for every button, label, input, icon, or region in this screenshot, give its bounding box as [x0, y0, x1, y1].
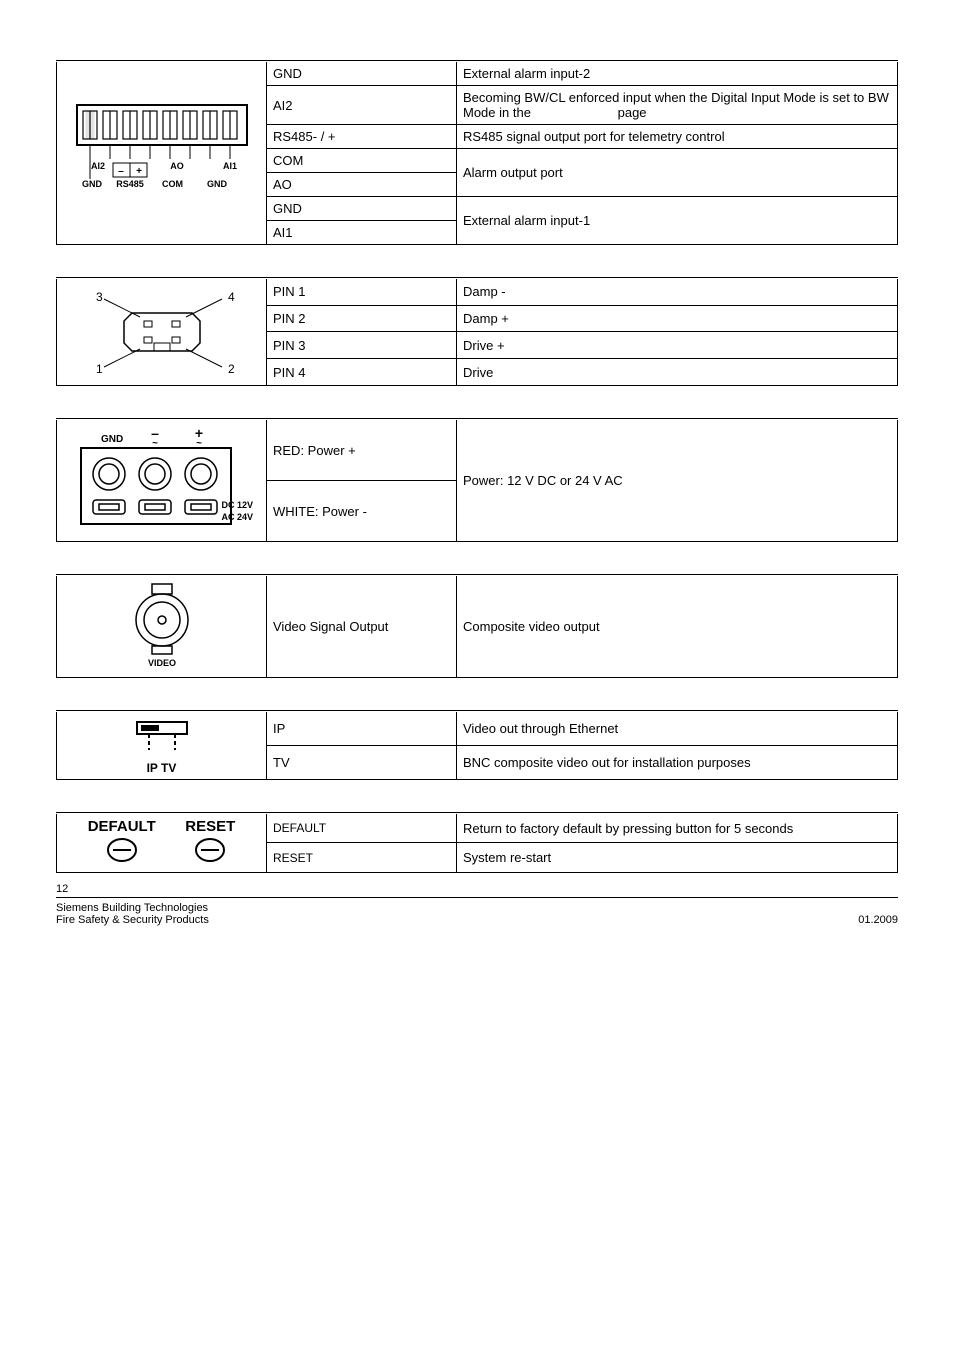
- pin-desc: Return to factory default by pressing bu…: [457, 814, 898, 843]
- ip-tv-caption: IP TV: [63, 761, 260, 775]
- svg-text:AI2: AI2: [90, 161, 104, 171]
- page-footer: 12 Siemens Building Technologies Fire Sa…: [56, 883, 898, 926]
- terminal-block-diagram: – + AI2 AO AI1 GND RS485 COM GND: [67, 87, 257, 217]
- pin-label: TV: [267, 745, 457, 779]
- terminal-diagram-cell: – + AI2 AO AI1 GND RS485 COM GND: [57, 62, 267, 245]
- pin-label: AI1: [267, 221, 457, 245]
- pin-desc: Composite video output: [457, 576, 898, 678]
- four-pin-connector-diagram: 3 4 1 2: [72, 283, 252, 378]
- default-button-icon: [105, 835, 139, 865]
- default-reset-table: DEFAULT RESET DEFAULT Return to factory …: [56, 814, 898, 873]
- pin-label: RED: Power +: [267, 420, 457, 481]
- pin-desc: Alarm output port: [457, 149, 898, 197]
- pin-desc: External alarm input-2: [457, 62, 898, 86]
- pin-label: PIN 2: [267, 305, 457, 332]
- pin-label: AI2: [267, 86, 457, 125]
- bnc-video-diagram: VIDEO: [112, 580, 212, 670]
- svg-text:2: 2: [228, 362, 235, 376]
- pin-desc: RS485 signal output port for telemetry c…: [457, 125, 898, 149]
- default-reset-diagram-cell: DEFAULT RESET: [57, 814, 267, 873]
- pin-label: IP: [267, 712, 457, 745]
- pin-desc: Becoming BW/CL enforced input when the D…: [457, 86, 898, 125]
- svg-text:AI1: AI1: [222, 161, 236, 171]
- svg-text:~: ~: [152, 438, 158, 449]
- svg-text:DC 12V: DC 12V: [221, 500, 253, 510]
- pin-desc: Video out through Ethernet: [457, 712, 898, 745]
- pin-label: PIN 3: [267, 332, 457, 359]
- reset-label: RESET: [185, 818, 235, 835]
- pin-label: Video Signal Output: [267, 576, 457, 678]
- pin-desc: Damp +: [457, 305, 898, 332]
- svg-text:GND: GND: [207, 179, 228, 189]
- svg-text:AC 24V: AC 24V: [221, 512, 253, 522]
- power-diagram-cell: GND – ~ + ~ DC 12V AC 24V: [57, 420, 267, 542]
- reset-button-icon: [193, 835, 227, 865]
- pin-label: PIN 4: [267, 359, 457, 386]
- footer-company: Siemens Building Technologies: [56, 902, 208, 914]
- pin-label: PIN 1: [267, 279, 457, 305]
- pin-desc: Power: 12 V DC or 24 V AC: [457, 420, 898, 542]
- ip-tv-diagram-cell: IP TV: [57, 712, 267, 780]
- page-number: 12: [56, 883, 898, 895]
- ip-tv-switch-table: IP TV IP Video out through Ethernet TV B…: [56, 712, 898, 780]
- pin-desc: Damp -: [457, 279, 898, 305]
- video-diagram-cell: VIDEO: [57, 576, 267, 678]
- pin-label: WHITE: Power -: [267, 481, 457, 542]
- footer-date: 01.2009: [858, 914, 898, 926]
- svg-text:4: 4: [228, 290, 235, 304]
- pin-label: GND: [267, 62, 457, 86]
- svg-text:+: +: [136, 166, 142, 177]
- svg-text:VIDEO: VIDEO: [147, 658, 175, 668]
- default-label: DEFAULT: [88, 818, 156, 835]
- svg-text:3: 3: [96, 290, 103, 304]
- connector-diagram-cell: 3 4 1 2: [57, 279, 267, 386]
- terminal-block-table: – + AI2 AO AI1 GND RS485 COM GND GND Ext…: [56, 62, 898, 245]
- power-table: GND – ~ + ~ DC 12V AC 24V: [56, 420, 898, 542]
- footer-division: Fire Safety & Security Products: [56, 914, 209, 926]
- power-terminal-diagram: GND – ~ + ~ DC 12V AC 24V: [67, 424, 257, 534]
- pin-desc: External alarm input-1: [457, 197, 898, 245]
- svg-text:1: 1: [96, 362, 103, 376]
- pin-label: COM: [267, 149, 457, 173]
- pin-label: GND: [267, 197, 457, 221]
- pin-desc: Drive: [457, 359, 898, 386]
- video-output-table: VIDEO Video Signal Output Composite vide…: [56, 576, 898, 678]
- svg-text:RS485: RS485: [116, 179, 144, 189]
- svg-text:GND: GND: [101, 434, 123, 445]
- pin-desc: Drive +: [457, 332, 898, 359]
- pin-label: DEFAULT: [267, 814, 457, 843]
- connector-pin-table: 3 4 1 2 PIN 1 Damp - PIN 2Damp + PIN 3Dr…: [56, 279, 898, 386]
- pin-desc: BNC composite video out for installation…: [457, 745, 898, 779]
- svg-text:AO: AO: [170, 161, 184, 171]
- pin-label: AO: [267, 173, 457, 197]
- svg-text:GND: GND: [82, 179, 103, 189]
- pin-label: RESET: [267, 843, 457, 873]
- svg-text:~: ~: [196, 438, 202, 449]
- pin-label: RS485- / +: [267, 125, 457, 149]
- svg-text:–: –: [118, 166, 124, 177]
- svg-text:COM: COM: [162, 179, 183, 189]
- pin-desc: System re-start: [457, 843, 898, 873]
